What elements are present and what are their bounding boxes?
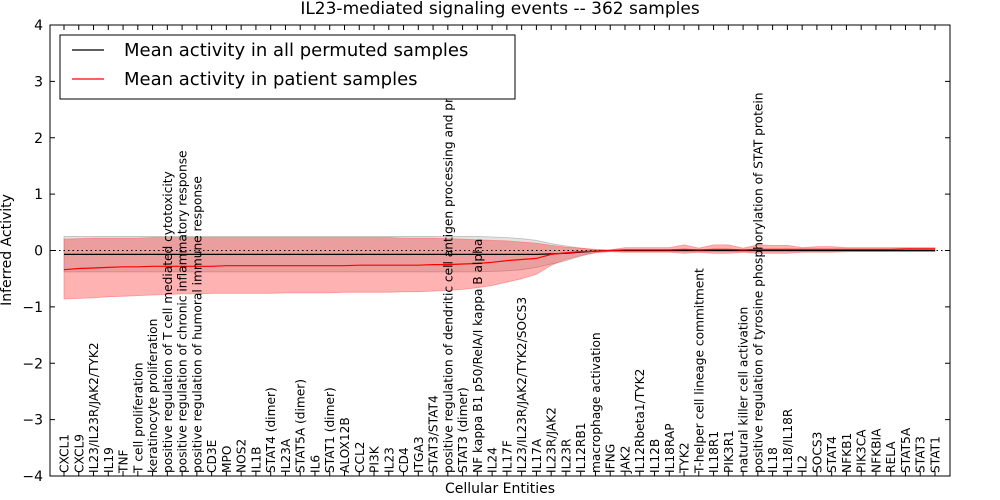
x-tick-label: macrophage activation [589,332,603,473]
x-tick-label: IL18 [766,447,780,473]
x-tick-label: IL23 [382,447,396,473]
y-tick-label: 2 [34,131,43,147]
y-tick-label: 4 [34,18,43,34]
x-tick-label: STAT5A (dimer) [294,379,308,473]
x-tick-label: IL23R/JAK2 [545,407,559,473]
x-tick-label: ITGA3 [412,436,426,473]
x-tick-label: IL17F [500,440,514,473]
x-axis-label: Cellular Entities [445,481,555,497]
legend-label: Mean activity in all permuted samples [124,40,468,61]
y-tick-label: 3 [34,74,43,90]
x-tick-label: IL18/IL18R [781,408,795,473]
x-tick-label: NFKB1 [840,433,854,473]
x-tick-label: IL18RAP [663,423,677,473]
x-tick-label: positive regulation of tyrosine phosphor… [751,93,765,473]
x-tick-label: IL19 [102,447,116,473]
x-tick-label: IL6 [309,455,323,473]
x-tick-label: STAT3/STAT4 [427,395,441,473]
x-tick-label: positive regulation of chronic inflammat… [176,150,190,473]
x-tick-label: T cell proliferation [131,363,145,475]
x-tick-label: keratinocyte proliferation [146,319,160,473]
x-tick-label: TYK2 [678,442,692,474]
x-tick-label: TNF [117,449,131,474]
chart: IL23-mediated signaling events -- 362 sa… [0,0,1000,500]
y-tick-label: 1 [34,187,43,203]
x-tick-label: IL12RB1 [574,423,588,473]
x-tick-label: RELA [884,441,898,473]
x-tick-label: NOS2 [235,439,249,473]
x-tick-label: ALOX12B [338,417,352,473]
x-tick-label: NF kappa B1 p50/RelA/I kappa B alpha [471,239,485,473]
y-tick-label: 0 [34,244,43,260]
x-tick-label: PIK3CA [855,429,869,473]
x-tick-label: IL2 [796,455,810,473]
x-tick-label: NFKBIA [869,428,883,473]
x-tick-label: STAT3 [914,436,928,473]
x-tick-label: IL24 [486,447,500,473]
x-tick-label: IL23/IL23R/JAK2/TYK2/SOCS3 [515,297,529,473]
x-tick-label: MPO [220,446,234,473]
x-tick-label: JAK2 [619,446,633,474]
x-tick-label: IL17A [530,438,544,473]
x-tick-label: SOCS3 [810,432,824,473]
x-tick-label: CD4 [397,447,411,473]
chart-title: IL23-mediated signaling events -- 362 sa… [300,0,700,19]
x-tick-label: PI3K [368,445,382,473]
x-tick-label: STAT3 (dimer) [456,387,470,473]
legend-label: Mean activity in patient samples [124,69,418,90]
x-tick-label: CCL2 [353,441,367,473]
x-tick-label: STAT4 [825,436,839,473]
x-tick-label: positive regulation of T cell mediated c… [161,171,175,473]
x-tick-label: STAT1 [929,436,943,473]
x-tick-label: STAT5A [899,427,913,473]
x-tick-label: CXCL1 [58,434,72,473]
y-tick-label: −2 [22,356,43,372]
x-tick-label: IL1B [249,447,263,474]
x-tick-label: STAT1 (dimer) [323,387,337,473]
y-tick-label: −1 [22,300,43,316]
y-axis-label: Inferred Activity [0,194,15,306]
x-tick-label: IL18R1 [707,431,721,473]
x-tick-label: PIK3R1 [722,430,736,473]
y-tick-label: −3 [22,413,43,429]
x-tick-label: IL12Rbeta1/TYK2 [633,369,647,473]
x-tick-label: CD3E [205,440,219,473]
x-tick-label: IL23R [559,438,573,473]
x-tick-label: positive regulation of humoral immune re… [190,176,204,473]
x-tick-label: IL23/IL23R/JAK2/TYK2 [87,342,101,473]
x-tick-label: IFNG [604,444,618,473]
x-tick-label: STAT4 (dimer) [264,387,278,473]
x-tick-label: T-helper cell lineage commitment [692,268,706,474]
x-tick-label: natural killer cell activation [737,307,751,473]
x-tick-label: IL12B [648,439,662,473]
x-tick-label: IL23A [279,438,293,473]
y-tick-label: −4 [22,469,43,485]
x-tick-label: CXCL9 [72,434,86,473]
legend: Mean activity in all permuted samples Mea… [60,35,515,99]
